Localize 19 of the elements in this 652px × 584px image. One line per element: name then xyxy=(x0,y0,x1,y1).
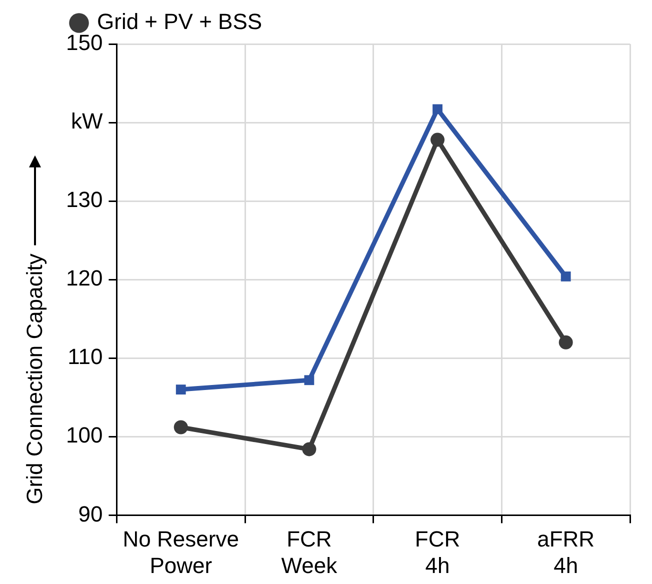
point xyxy=(558,335,573,350)
x-tick-label: aFRR 4h xyxy=(537,526,595,578)
y-tick-label: kW xyxy=(70,108,103,134)
y-tick-label: 110 xyxy=(68,344,103,370)
y-tick-label: 130 xyxy=(66,187,103,212)
point xyxy=(432,104,442,114)
y-axis-title: Grid Connection Capacity xyxy=(22,254,48,504)
point xyxy=(302,442,316,456)
x-tick-label: No Reserve Power xyxy=(122,526,239,578)
y-tick-label: 120 xyxy=(66,266,103,291)
x-tick-label: FCR 4h xyxy=(414,526,460,578)
point xyxy=(430,132,445,147)
point xyxy=(560,272,571,282)
point xyxy=(174,420,188,434)
x-tick-label: FCR Week xyxy=(281,526,338,578)
point xyxy=(176,384,186,394)
y-tick-label: 90 xyxy=(78,501,103,526)
y-tick-label: 100 xyxy=(66,422,103,448)
point xyxy=(304,375,314,386)
